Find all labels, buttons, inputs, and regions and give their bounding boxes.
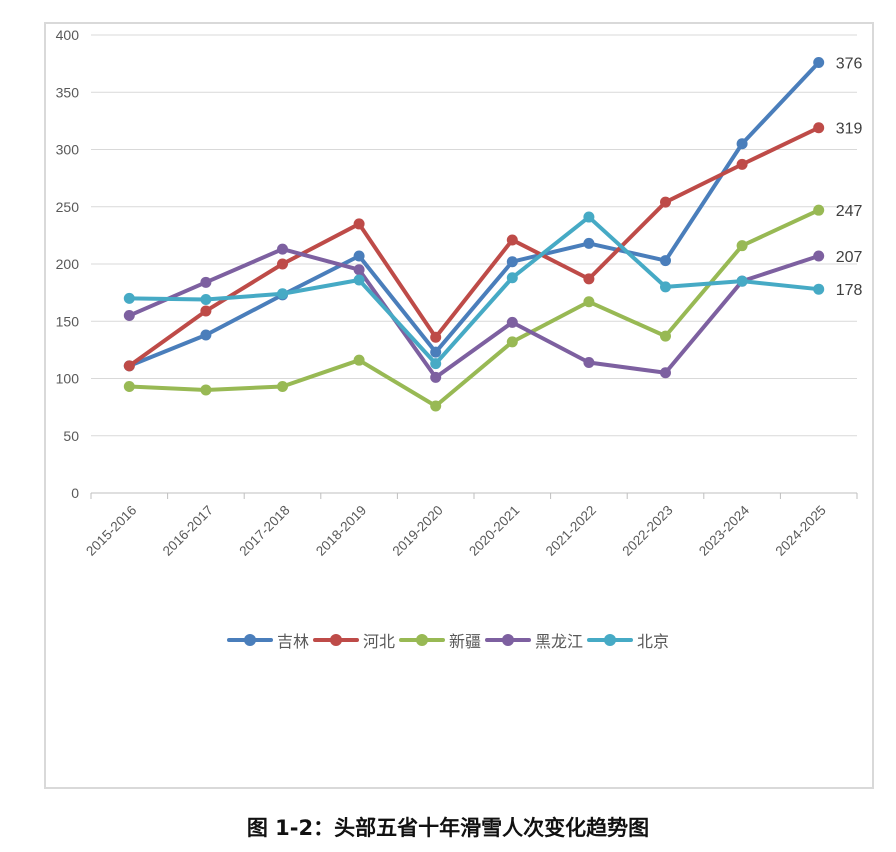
y-tick-label: 150 [56,313,80,329]
data-point[interactable] [813,250,825,262]
data-point[interactable] [277,288,288,300]
data-point[interactable] [583,356,595,368]
x-tick-label: 2016-2017 [160,503,216,559]
data-point[interactable] [353,250,365,262]
series-line [127,60,821,368]
y-tick-label: 200 [56,256,80,272]
data-point[interactable] [583,296,595,308]
legend-item[interactable]: 吉林 [226,628,309,652]
data-point[interactable] [430,400,442,412]
series-4: 178 [123,211,863,370]
data-point[interactable] [200,384,212,396]
data-point[interactable] [123,360,135,372]
series-line [127,125,821,368]
legend-marker-icon [398,629,445,651]
data-point[interactable] [506,272,518,284]
y-tick-label: 50 [63,428,79,444]
data-point[interactable] [736,275,748,287]
data-point[interactable] [277,381,288,393]
x-tick-label: 2024-2025 [773,503,829,559]
data-point[interactable] [430,358,442,370]
legend-item[interactable]: 北京 [587,628,669,652]
end-value-label: 178 [836,282,863,299]
series-line [127,215,821,366]
data-point[interactable] [660,281,671,293]
line-chart-plot: 0 50 100 150 200 250 300 350 400 2015-2016 2016-20… [56,27,863,559]
data-point[interactable] [200,276,212,288]
x-tick-label: 2015-2016 [83,503,139,559]
legend-item[interactable]: 新疆 [398,628,481,652]
legend-label: 新疆 [448,632,481,651]
data-point[interactable] [277,243,288,255]
x-tick-label: 2021-2022 [543,503,599,559]
x-tick-label: 2023-2024 [696,502,753,559]
legend-marker-icon [485,629,531,651]
x-tick-label: 2019-2020 [390,503,446,559]
data-point[interactable] [813,56,825,68]
data-point[interactable] [660,367,671,379]
data-point[interactable] [200,329,212,341]
end-value-label: 247 [836,203,863,220]
y-tick-label: 300 [56,142,80,158]
y-tick-label: 350 [56,84,80,100]
chart-legend: 吉林 河北 新疆 黑龙江 北京 [0,628,896,652]
legend-marker-icon [587,629,634,651]
data-point[interactable] [430,346,442,358]
y-tick-label: 400 [56,27,80,43]
x-tick-label: 2017-2018 [236,503,292,559]
data-point[interactable] [277,258,288,270]
x-tick-label: 2020-2021 [466,503,522,559]
data-point[interactable] [506,256,518,268]
data-point[interactable] [736,138,748,150]
data-point[interactable] [660,330,671,342]
legend-item[interactable]: 河北 [312,628,395,652]
data-point[interactable] [430,331,442,343]
series-line [127,247,821,380]
legend-label: 吉林 [276,632,309,651]
data-point[interactable] [660,255,671,267]
end-value-label: 319 [836,121,863,138]
y-tick-label: 100 [56,371,80,387]
legend-label: 黑龙江 [535,632,584,651]
x-tick-label: 2022-2023 [619,503,675,559]
legend-marker-icon [312,629,359,651]
data-point[interactable] [583,237,595,249]
y-tick-label: 0 [71,485,79,501]
x-tick-label: 2018-2019 [313,503,369,559]
data-point[interactable] [353,354,365,366]
data-point[interactable] [736,158,748,170]
data-point[interactable] [123,310,135,322]
data-point[interactable] [200,305,212,317]
end-value-label: 207 [836,249,863,266]
data-point[interactable] [353,274,365,286]
data-point[interactable] [583,273,595,285]
data-point[interactable] [430,371,442,383]
data-point[interactable] [353,218,365,230]
data-point[interactable] [353,264,365,276]
series-0: 376 [123,55,863,372]
data-point[interactable] [123,381,135,393]
data-point[interactable] [506,336,518,348]
data-point[interactable] [813,283,825,295]
legend-item[interactable]: 黑龙江 [485,628,583,652]
data-point[interactable] [506,316,518,328]
series-line [127,208,821,408]
legend-label: 河北 [362,632,395,651]
series-2: 247 [123,203,863,412]
data-point[interactable] [660,196,671,208]
data-point[interactable] [813,204,825,216]
figure-caption: 图 1-2：头部五省十年滑雪人次变化趋势图 [246,816,650,840]
legend-label: 北京 [637,632,670,651]
legend-marker-icon [226,629,273,651]
data-point[interactable] [200,293,212,305]
data-point[interactable] [736,240,748,252]
series-1: 319 [123,121,863,372]
data-point[interactable] [506,234,518,246]
end-value-label: 376 [836,55,863,72]
y-tick-label: 250 [56,199,80,215]
data-point[interactable] [123,292,135,304]
data-point[interactable] [813,122,825,134]
data-point[interactable] [583,211,595,223]
